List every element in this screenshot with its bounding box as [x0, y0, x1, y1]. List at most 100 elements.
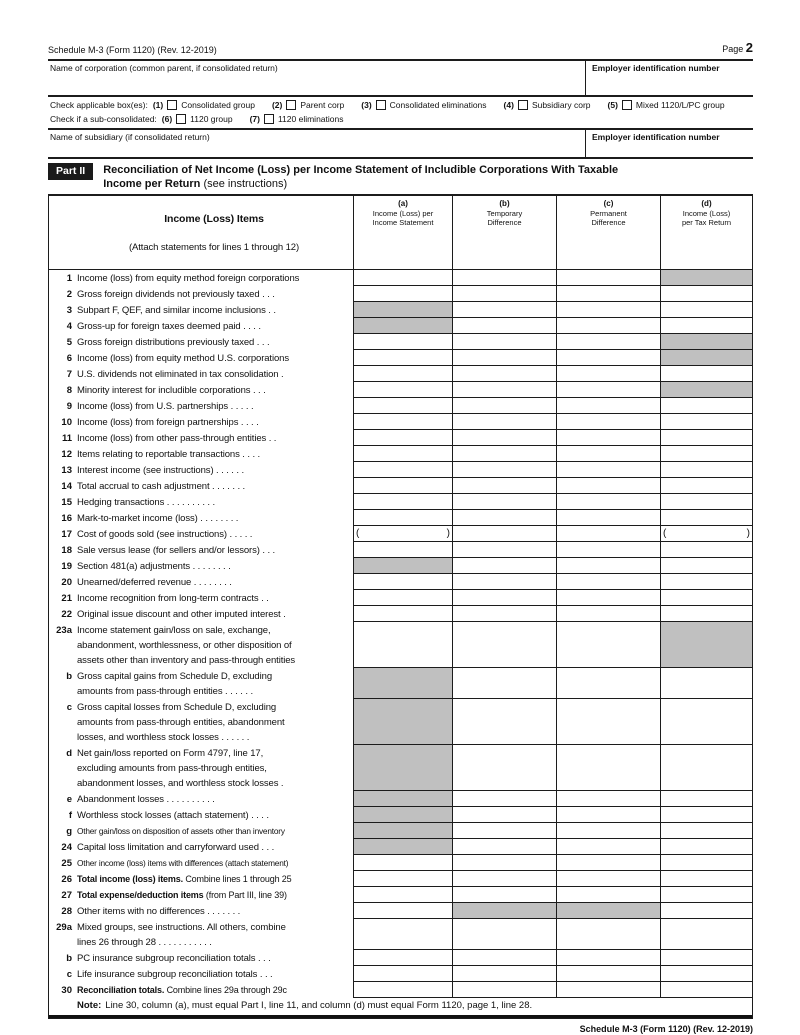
cell-a-line-15[interactable] [353, 494, 452, 510]
cell-d-line-19[interactable] [660, 558, 752, 574]
checkbox-mixed-1120-l-pc-group[interactable] [621, 100, 632, 110]
checkbox-consolidated-eliminations[interactable] [375, 100, 386, 110]
cell-d-line-b[interactable] [660, 668, 752, 699]
cell-c-line-15[interactable] [556, 494, 660, 510]
cell-a-line-13[interactable] [353, 462, 452, 478]
cell-c-line-10[interactable] [556, 414, 660, 430]
cell-b-line-26[interactable] [452, 871, 556, 887]
cell-a-line-9[interactable] [353, 398, 452, 414]
cell-b-line-11[interactable] [452, 430, 556, 446]
cell-b-line-1[interactable] [452, 270, 556, 286]
cell-d-line-20[interactable] [660, 574, 752, 590]
cell-a-line-2[interactable] [353, 286, 452, 302]
cell-d-line-25[interactable] [660, 855, 752, 871]
cell-b-line-2[interactable] [452, 286, 556, 302]
cell-a-line-27[interactable] [353, 887, 452, 903]
cell-d-line-2[interactable] [660, 286, 752, 302]
ein2-input[interactable] [592, 143, 753, 157]
cell-c-line-24[interactable] [556, 839, 660, 855]
cell-b-line-23a[interactable] [452, 622, 556, 668]
cell-c-line-12[interactable] [556, 446, 660, 462]
cell-b-line-10[interactable] [452, 414, 556, 430]
cell-b-line-3[interactable] [452, 302, 556, 318]
cell-d-line-21[interactable] [660, 590, 752, 606]
cell-b-line-g[interactable] [452, 823, 556, 839]
cell-c-line-27[interactable] [556, 887, 660, 903]
cell-a-line-c[interactable] [353, 966, 452, 982]
cell-b-line-c[interactable] [452, 699, 556, 745]
cell-d-line-17[interactable]: () [660, 526, 752, 542]
checkbox-parent-corp[interactable] [286, 100, 297, 110]
cell-a-line-17[interactable]: () [353, 526, 452, 542]
cell-c-line-19[interactable] [556, 558, 660, 574]
cell-a-line-20[interactable] [353, 574, 452, 590]
cell-b-line-e[interactable] [452, 791, 556, 807]
cell-c-line-3[interactable] [556, 302, 660, 318]
cell-d-line-27[interactable] [660, 887, 752, 903]
cell-c-line-30[interactable] [556, 982, 660, 998]
cell-c-line-1[interactable] [556, 270, 660, 286]
cell-a-line-25[interactable] [353, 855, 452, 871]
cell-b-line-d[interactable] [452, 745, 556, 791]
cell-c-line-16[interactable] [556, 510, 660, 526]
cell-c-line-c[interactable] [556, 699, 660, 745]
checkbox-1120-group[interactable] [176, 114, 187, 124]
cell-c-line-13[interactable] [556, 462, 660, 478]
cell-b-line-16[interactable] [452, 510, 556, 526]
cell-d-line-18[interactable] [660, 542, 752, 558]
cell-d-line-c[interactable] [660, 966, 752, 982]
cell-c-line-d[interactable] [556, 745, 660, 791]
cell-b-line-30[interactable] [452, 982, 556, 998]
cell-b-line-6[interactable] [452, 350, 556, 366]
cell-b-line-20[interactable] [452, 574, 556, 590]
cell-d-line-e[interactable] [660, 791, 752, 807]
cell-c-line-4[interactable] [556, 318, 660, 334]
cell-a-line-5[interactable] [353, 334, 452, 350]
cell-a-line-29a[interactable] [353, 919, 452, 950]
cell-b-line-14[interactable] [452, 478, 556, 494]
cell-c-line-g[interactable] [556, 823, 660, 839]
cell-c-line-9[interactable] [556, 398, 660, 414]
cell-d-line-30[interactable] [660, 982, 752, 998]
name-of-corporation-input[interactable] [50, 74, 581, 95]
cell-d-line-11[interactable] [660, 430, 752, 446]
cell-d-line-g[interactable] [660, 823, 752, 839]
cell-c-line-b[interactable] [556, 668, 660, 699]
cell-b-line-c[interactable] [452, 966, 556, 982]
cell-d-line-26[interactable] [660, 871, 752, 887]
cell-c-line-f[interactable] [556, 807, 660, 823]
cell-b-line-27[interactable] [452, 887, 556, 903]
cell-b-line-f[interactable] [452, 807, 556, 823]
cell-a-line-30[interactable] [353, 982, 452, 998]
cell-c-line-8[interactable] [556, 382, 660, 398]
cell-a-line-14[interactable] [353, 478, 452, 494]
cell-b-line-21[interactable] [452, 590, 556, 606]
cell-d-line-28[interactable] [660, 903, 752, 919]
cell-c-line-23a[interactable] [556, 622, 660, 668]
name-of-subsidiary-input[interactable] [50, 143, 581, 157]
cell-b-line-22[interactable] [452, 606, 556, 622]
cell-b-line-7[interactable] [452, 366, 556, 382]
cell-b-line-b[interactable] [452, 668, 556, 699]
cell-d-line-9[interactable] [660, 398, 752, 414]
cell-a-line-26[interactable] [353, 871, 452, 887]
checkbox-consolidated-group[interactable] [167, 100, 178, 110]
cell-a-line-b[interactable] [353, 950, 452, 966]
cell-c-line-c[interactable] [556, 966, 660, 982]
cell-b-line-13[interactable] [452, 462, 556, 478]
cell-a-line-16[interactable] [353, 510, 452, 526]
cell-a-line-11[interactable] [353, 430, 452, 446]
cell-c-line-21[interactable] [556, 590, 660, 606]
cell-c-line-7[interactable] [556, 366, 660, 382]
cell-c-line-17[interactable] [556, 526, 660, 542]
cell-c-line-18[interactable] [556, 542, 660, 558]
cell-d-line-d[interactable] [660, 745, 752, 791]
cell-d-line-7[interactable] [660, 366, 752, 382]
cell-d-line-f[interactable] [660, 807, 752, 823]
cell-c-line-29a[interactable] [556, 919, 660, 950]
cell-d-line-4[interactable] [660, 318, 752, 334]
cell-d-line-13[interactable] [660, 462, 752, 478]
cell-a-line-6[interactable] [353, 350, 452, 366]
ein-input[interactable] [592, 74, 753, 95]
cell-d-line-22[interactable] [660, 606, 752, 622]
